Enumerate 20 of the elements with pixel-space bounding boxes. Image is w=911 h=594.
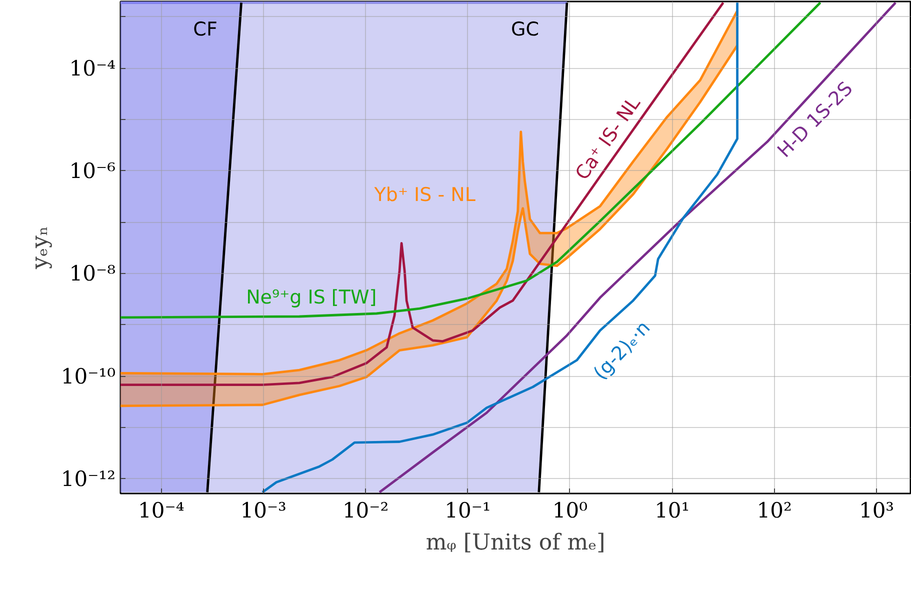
x-tick-label: 10⁻¹ [444,498,491,522]
y-tick-label: 10⁻⁸ [69,262,116,286]
series-label: CF [193,18,218,41]
y-axis-title: yₑyₙ [28,226,53,270]
x-tick-label: 10² [756,498,792,522]
y-tick-label: 10⁻⁶ [69,158,116,183]
y-tick-label: 10⁻¹² [60,466,116,491]
x-tick-label: 10¹ [654,498,690,522]
x-tick-label: 10³ [858,498,894,522]
text: Ca⁺ IS- NL [571,92,646,184]
x-tick-label: 10⁰ [552,498,588,522]
x-tick-label: 10⁻³ [240,498,286,522]
y-tick-label: 10⁻¹⁰ [60,364,116,388]
y-tick-label: 10⁻⁴ [69,56,116,80]
x-tick-label: 10⁻² [342,498,389,522]
x-axis-title: mᵩ [Units of mₑ] [426,530,606,556]
x-tick-label: 10⁻⁴ [138,498,184,522]
series-label: GC [510,18,539,41]
text: Yb⁺ IS - NL [373,184,476,206]
series-label: Ne⁹⁺g IS [TW] [246,286,377,308]
